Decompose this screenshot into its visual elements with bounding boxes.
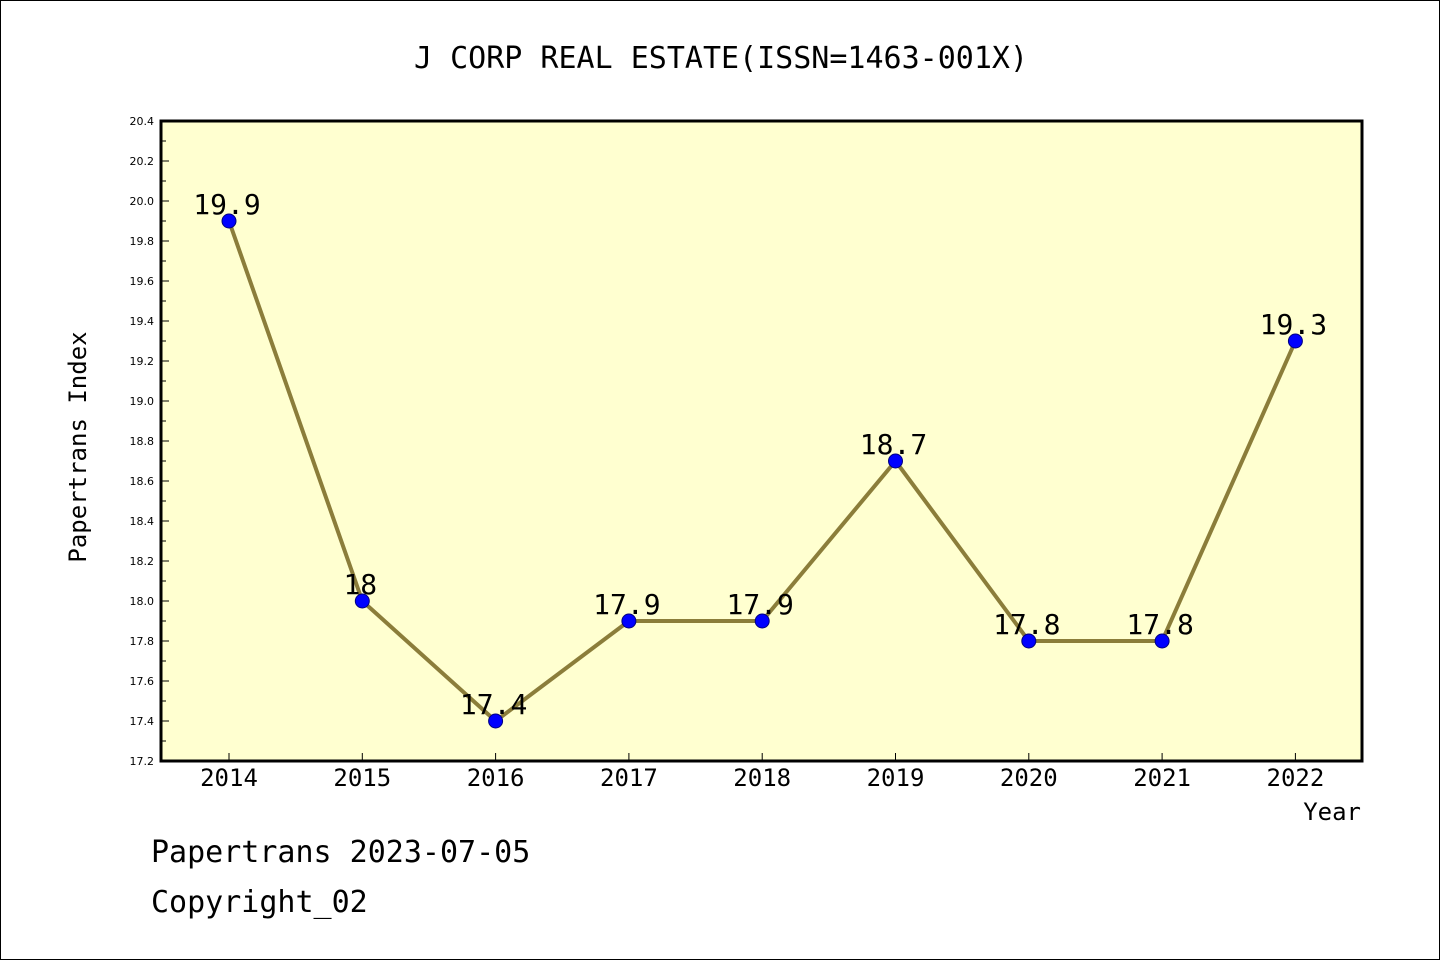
data-label: 17.9 [593, 588, 660, 621]
y-tick-label: 18.4 [130, 515, 155, 528]
data-label: 18.7 [860, 428, 927, 461]
y-tick-label: 19.8 [130, 235, 155, 248]
x-tick-label: 2022 [1267, 764, 1325, 792]
y-tick-label: 19.6 [130, 275, 155, 288]
data-point [221, 213, 237, 229]
y-tick-label: 18.8 [130, 435, 155, 448]
y-tick-label: 17.4 [130, 715, 155, 728]
data-label: 17.9 [726, 588, 793, 621]
data-point [488, 713, 504, 729]
data-point [354, 593, 370, 609]
y-axis-ticks: 17.2 17.4 17.6 17.8 18.0 18.2 18.4 18.6 18.8 19.0… [130, 115, 169, 768]
data-label: 17.4 [460, 688, 527, 721]
x-axis-ticks: 2014 2015 2016 2017 2018 2019 2020 2021 2022 [200, 753, 1324, 792]
footer-date: Papertrans 2023-07-05 [151, 835, 531, 870]
x-tick-label: 2017 [600, 764, 658, 792]
x-tick-label: 2019 [867, 764, 925, 792]
y-tick-label: 18.0 [130, 595, 155, 608]
footer-copyright: Copyright_02 [151, 885, 368, 920]
x-axis-label: Year [1303, 798, 1361, 826]
y-tick-label: 19.2 [130, 355, 155, 368]
data-label: 17.8 [1126, 608, 1193, 641]
x-tick-label: 2020 [1000, 764, 1058, 792]
data-labels: 19.9 18 17.4 17.9 17.9 18.7 17.8 17.8 19.3 [193, 188, 1327, 721]
x-tick-label: 2016 [467, 764, 525, 792]
y-tick-label: 19.0 [130, 395, 155, 408]
x-tick-label: 2018 [733, 764, 791, 792]
y-tick-label: 20.0 [130, 195, 155, 208]
chart-title: J CORP REAL ESTATE(ISSN=1463-001X) [414, 41, 1028, 76]
series-layer [221, 213, 1303, 729]
y-axis-label: Papertrans Index [64, 331, 92, 562]
data-point [754, 613, 770, 629]
y-tick-label: 18.2 [130, 555, 155, 568]
y-tick-label: 17.6 [130, 675, 155, 688]
plot-area [159, 119, 1364, 763]
y-tick-label: 19.4 [130, 315, 155, 328]
data-label: 19.3 [1260, 308, 1327, 341]
y-tick-label: 20.2 [130, 155, 155, 168]
y-tick-label: 18.6 [130, 475, 155, 488]
y-tick-label: 20.4 [130, 115, 155, 128]
x-tick-label: 2014 [200, 764, 258, 792]
y-tick-label: 17.2 [130, 755, 155, 768]
data-label: 18 [343, 568, 377, 601]
data-point [888, 453, 903, 469]
data-label: 17.8 [993, 608, 1060, 641]
data-point [1154, 633, 1170, 649]
y-tick-label: 17.8 [130, 635, 155, 648]
data-point [621, 613, 637, 629]
x-tick-label: 2021 [1133, 764, 1191, 792]
data-point [1021, 633, 1037, 649]
data-point [1287, 333, 1303, 349]
data-label: 19.9 [193, 188, 260, 221]
x-tick-label: 2015 [333, 764, 391, 792]
